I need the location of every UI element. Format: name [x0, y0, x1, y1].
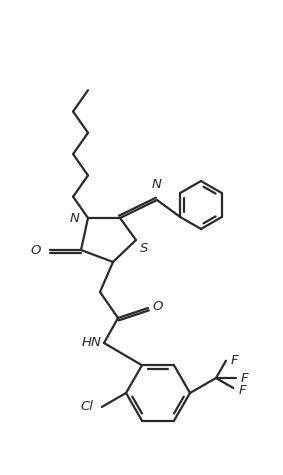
Text: O: O	[153, 300, 163, 313]
Text: HN: HN	[82, 336, 102, 350]
Text: S: S	[140, 242, 148, 255]
Text: F: F	[231, 354, 239, 367]
Text: N: N	[152, 178, 162, 191]
Text: Cl: Cl	[81, 400, 94, 414]
Text: F: F	[241, 371, 248, 384]
Text: N: N	[70, 211, 80, 225]
Text: F: F	[238, 383, 246, 397]
Text: O: O	[31, 244, 41, 256]
